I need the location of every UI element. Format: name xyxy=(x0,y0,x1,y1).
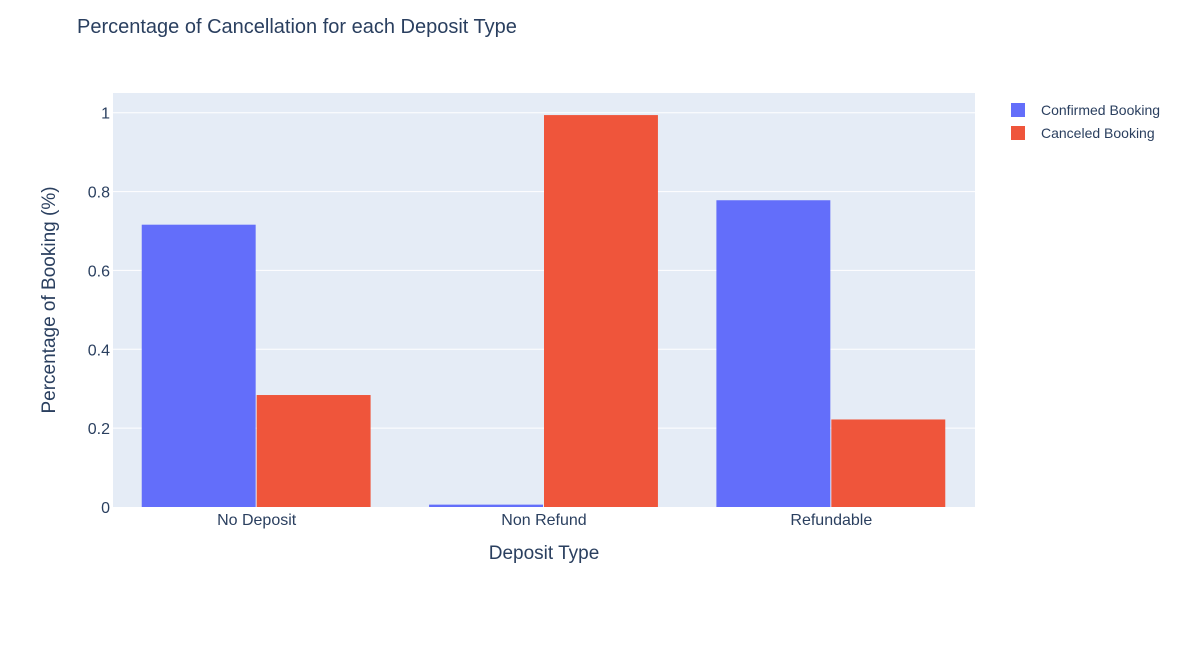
x-tick-label: No Deposit xyxy=(217,512,297,529)
legend-label: Confirmed Booking xyxy=(1041,102,1160,118)
legend-swatch xyxy=(1011,126,1025,140)
y-tick-label: 0 xyxy=(101,500,110,517)
bar-confirmed-booking-no-deposit[interactable] xyxy=(141,224,256,508)
bar-confirmed-booking-non-refund[interactable] xyxy=(429,504,543,507)
legend-label: Canceled Booking xyxy=(1041,125,1155,141)
legend-item[interactable]: Confirmed Booking xyxy=(1011,102,1160,118)
y-tick-label: 0.6 xyxy=(88,263,110,280)
bar-canceled-booking-no-deposit[interactable] xyxy=(256,395,371,507)
x-axis-title: Deposit Type xyxy=(489,543,600,564)
x-tick-label: Non Refund xyxy=(501,512,586,529)
x-axis-ticks: No Deposit Non Refund Refundable xyxy=(217,512,872,529)
legend-swatch xyxy=(1011,103,1025,117)
y-tick-label: 1 xyxy=(101,106,110,123)
chart-title: Percentage of Cancellation for each Depo… xyxy=(77,16,517,38)
y-tick-label: 0.8 xyxy=(88,185,110,202)
x-tick-label: Refundable xyxy=(790,512,872,529)
y-tick-label: 0.4 xyxy=(88,342,110,359)
bars xyxy=(141,115,946,508)
y-axis-title: Percentage of Booking (%) xyxy=(39,186,60,413)
bar-canceled-booking-refundable[interactable] xyxy=(831,419,946,507)
y-tick-label: 0.2 xyxy=(88,421,110,438)
legend[interactable]: Confirmed Booking Canceled Booking xyxy=(1011,102,1160,141)
bar-confirmed-booking-refundable[interactable] xyxy=(716,200,831,507)
legend-item[interactable]: Canceled Booking xyxy=(1011,125,1155,141)
bar-canceled-booking-non-refund[interactable] xyxy=(544,115,658,507)
y-axis-ticks: 0 0.2 0.4 0.6 0.8 1 xyxy=(88,106,110,517)
